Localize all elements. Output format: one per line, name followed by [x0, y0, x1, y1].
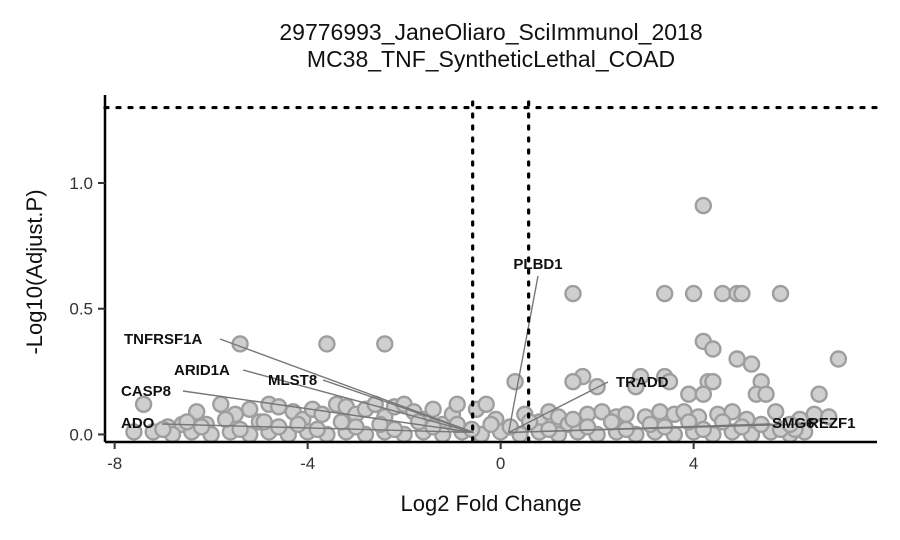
data-point: [540, 420, 558, 439]
x-tick-label: 4: [689, 454, 698, 473]
chart-subtitle: MC38_TNF_SyntheticLethal_COAD: [307, 46, 675, 72]
data-point: [347, 418, 365, 436]
gene-label-casp8: CASP8: [121, 383, 171, 400]
x-tick-label: 0: [496, 454, 505, 473]
data-point: [742, 355, 761, 373]
data-point: [255, 413, 273, 431]
data-point: [240, 400, 259, 418]
data-point: [684, 284, 703, 303]
leader-casp8: [182, 390, 474, 434]
data-point: [477, 395, 495, 413]
label-leaders: [161, 275, 807, 434]
data-point: [617, 405, 635, 423]
leader-ado: [161, 423, 474, 434]
data-point: [820, 408, 838, 426]
data-point: [371, 415, 389, 434]
axes: -8 -4 0 4 0.0 0.5 1.0: [69, 95, 877, 473]
gene-label-smg6: SMG6: [772, 415, 815, 432]
data-point: [602, 413, 621, 431]
data-point: [757, 385, 775, 403]
data-point: [564, 410, 582, 429]
data-point: [771, 284, 790, 303]
leader-arid1a: [242, 369, 474, 434]
leader-mlst8: [322, 379, 474, 434]
leader-rezf1: [508, 423, 807, 434]
leader-tradd: [508, 381, 609, 434]
leader-plbd1: [507, 275, 539, 433]
data-point: [588, 378, 606, 396]
data-points: [125, 196, 848, 444]
data-point: [723, 403, 741, 421]
data-point: [694, 385, 712, 403]
gene-labels: TNFRSF1A ARID1A MLST8 CASP8 ADO PLBD1 TRADD SMG…: [121, 256, 856, 432]
data-point: [694, 196, 712, 215]
data-point: [564, 284, 582, 303]
gene-label-rezf1: REZF1: [808, 415, 856, 432]
data-point: [448, 395, 466, 413]
data-point: [627, 378, 645, 396]
data-point: [680, 385, 698, 403]
y-axis-title: -Log10(Adjust.P): [22, 189, 47, 354]
data-point: [376, 335, 394, 353]
gene-label-arid1a: ARID1A: [174, 362, 230, 379]
y-tick-label: 1.0: [69, 174, 93, 193]
data-point: [313, 405, 331, 423]
data-point: [332, 413, 351, 431]
data-point: [713, 284, 732, 303]
data-point: [728, 350, 746, 368]
threshold-lines: [103, 100, 879, 444]
leader-tnfrsf1a: [219, 338, 474, 434]
data-point: [733, 284, 751, 303]
data-point: [704, 340, 722, 358]
data-point: [704, 373, 722, 391]
y-tick-label: 0.0: [69, 425, 93, 444]
data-point: [424, 400, 442, 418]
chart-title: 29776993_JaneOliaro_SciImmunol_2018: [279, 19, 702, 45]
data-point: [694, 420, 712, 439]
data-point: [125, 423, 143, 441]
data-point: [564, 373, 582, 391]
data-point: [289, 415, 307, 434]
data-point: [187, 403, 206, 421]
data-point: [506, 373, 524, 391]
gene-label-tradd: TRADD: [616, 374, 669, 391]
data-point: [231, 420, 249, 439]
gene-label-plbd1: PLBD1: [513, 256, 562, 273]
data-point: [641, 415, 659, 434]
data-point: [482, 415, 500, 434]
data-point: [829, 350, 848, 368]
x-axis-title: Log2 Fold Change: [400, 491, 581, 516]
data-point: [578, 418, 597, 436]
data-point: [178, 413, 196, 431]
gene-label-tnfrsf1a: TNFRSF1A: [124, 331, 203, 348]
data-point: [212, 395, 230, 413]
data-point: [270, 398, 288, 416]
data-point: [656, 284, 674, 303]
gene-label-mlst8: MLST8: [268, 372, 317, 389]
data-point: [216, 410, 235, 429]
data-point: [134, 395, 153, 413]
x-tick-label: -4: [300, 454, 315, 473]
data-point: [385, 420, 404, 439]
data-point: [767, 403, 785, 421]
gene-label-ado: ADO: [121, 415, 155, 432]
data-point: [680, 413, 698, 431]
data-point: [192, 418, 211, 436]
data-point: [318, 335, 336, 353]
data-point: [154, 420, 172, 439]
data-point: [733, 418, 751, 436]
data-point: [810, 385, 828, 403]
data-point: [308, 420, 326, 439]
y-tick-label: 0.5: [69, 300, 93, 319]
data-point: [660, 373, 679, 391]
x-tick-label: -8: [107, 454, 122, 473]
